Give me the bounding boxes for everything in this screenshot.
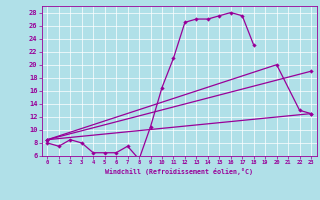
- X-axis label: Windchill (Refroidissement éolien,°C): Windchill (Refroidissement éolien,°C): [105, 168, 253, 175]
